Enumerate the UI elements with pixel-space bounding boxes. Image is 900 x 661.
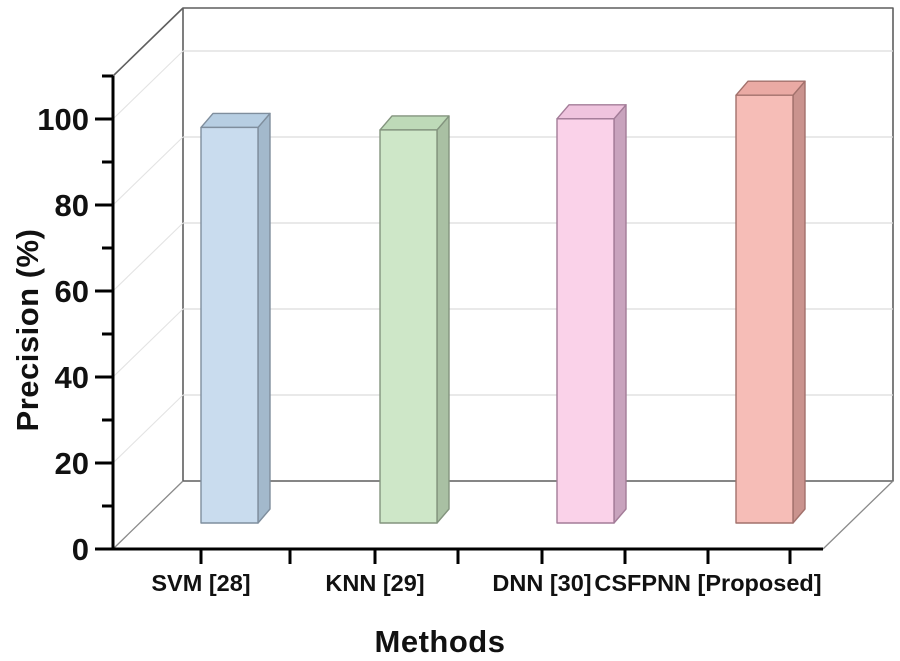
top-left-diagonal <box>112 7 184 77</box>
bar-top-face <box>556 104 627 120</box>
y-tick-label: 60 <box>55 274 89 309</box>
bar-top-face <box>379 115 450 131</box>
y-tick-label: 0 <box>72 532 89 567</box>
y-axis-title: Precision (%) <box>10 228 45 432</box>
bar-side-face <box>613 104 627 524</box>
gridline-leftwall <box>112 394 184 464</box>
bar-front-face <box>200 126 259 524</box>
y-tick-label: 20 <box>55 446 89 481</box>
y-tick-label: 80 <box>55 188 89 223</box>
floor-right-diagonal <box>822 480 894 550</box>
bar-front-face <box>735 94 794 524</box>
gridline-leftwall <box>112 50 184 120</box>
gridline-leftwall <box>112 308 184 378</box>
x-category-label: SVM [28] <box>151 570 250 596</box>
bar-front-face <box>379 129 438 524</box>
x-category-label: KNN [29] <box>325 570 424 596</box>
floor-left-diagonal <box>112 480 184 550</box>
bar-side-face <box>436 115 450 524</box>
gridline-leftwall <box>112 222 184 292</box>
bar-side-face <box>792 80 806 524</box>
gridline-leftwall <box>112 136 184 206</box>
x-category-label: CSFPNN [Proposed] <box>594 570 821 596</box>
y-tick-label: 40 <box>55 360 89 395</box>
y-tick-label: 100 <box>37 102 89 137</box>
bar-side-face <box>257 112 271 524</box>
bar-top-face <box>735 80 806 96</box>
bar-front-face <box>556 118 615 524</box>
bar-top-face <box>200 112 271 129</box>
x-category-label: DNN [30] <box>492 570 591 596</box>
x-axis-title: Methods <box>374 624 506 659</box>
